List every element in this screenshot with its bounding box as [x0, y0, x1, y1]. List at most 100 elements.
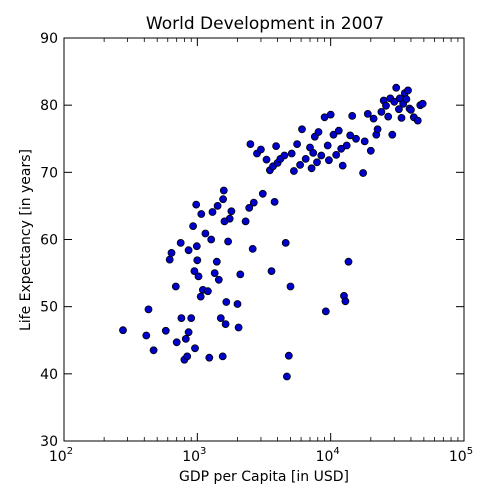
- x-tick-label: 104: [316, 446, 340, 465]
- data-point: [167, 248, 176, 257]
- data-point: [196, 292, 205, 301]
- data-point: [149, 346, 158, 355]
- data-point: [348, 112, 357, 120]
- y-tick-label: 80: [40, 98, 58, 114]
- data-point: [216, 314, 225, 323]
- data-point: [205, 353, 214, 362]
- data-point: [377, 108, 386, 116]
- data-point: [284, 351, 293, 360]
- data-point: [181, 334, 190, 343]
- data-point: [293, 140, 302, 149]
- data-point: [191, 344, 199, 353]
- x-tick-label: 103: [182, 446, 206, 465]
- data-point: [218, 352, 227, 361]
- data-point: [413, 116, 422, 125]
- data-point: [165, 255, 174, 264]
- data-point: [208, 208, 217, 216]
- data-point: [363, 110, 372, 118]
- data-point: [326, 110, 335, 119]
- data-point: [309, 148, 318, 157]
- x-tick-label: 105: [449, 446, 473, 465]
- data-point: [248, 244, 257, 253]
- y-tick-label: 90: [40, 31, 58, 47]
- data-point: [366, 146, 375, 155]
- y-tick-label: 40: [40, 367, 58, 383]
- data-point: [402, 95, 411, 103]
- data-point: [272, 142, 281, 151]
- data-point: [341, 297, 350, 306]
- data-point: [359, 169, 368, 177]
- data-point: [369, 114, 378, 123]
- data-point: [221, 320, 230, 329]
- data-point: [187, 314, 196, 323]
- data-point: [338, 161, 347, 170]
- data-point: [270, 197, 279, 206]
- data-point: [246, 140, 255, 149]
- data-point: [245, 203, 254, 212]
- data-point: [418, 99, 427, 108]
- data-point: [281, 238, 290, 247]
- axis-ticks: 102 103 104 105 30 40 50 60 70 80 90: [40, 31, 473, 465]
- data-point: [184, 328, 193, 337]
- data-point: [332, 150, 341, 159]
- data-point: [298, 125, 306, 134]
- data-point: [258, 189, 267, 198]
- data-point: [193, 256, 202, 265]
- y-tick-label: 50: [40, 300, 58, 316]
- data-point: [382, 101, 390, 110]
- data-point: [189, 222, 198, 231]
- data-point: [392, 83, 401, 92]
- data-point: [234, 323, 243, 332]
- data-point: [334, 126, 343, 135]
- data-point: [201, 229, 210, 238]
- data-point: [171, 282, 180, 291]
- data-point: [241, 217, 250, 226]
- y-axis-label: Life Expectancy [in years]: [18, 149, 34, 331]
- data-point: [183, 352, 192, 361]
- data-point: [119, 326, 127, 335]
- data-point: [222, 298, 231, 306]
- data-point: [352, 134, 360, 143]
- data-point: [219, 186, 228, 195]
- data-point: [190, 267, 199, 276]
- data-point: [289, 167, 298, 175]
- data-point: [324, 156, 333, 165]
- data-point: [373, 125, 382, 134]
- data-point: [404, 86, 412, 95]
- data-point: [256, 145, 265, 154]
- data-point: [197, 210, 206, 218]
- data-point: [329, 130, 338, 139]
- data-point: [307, 164, 316, 173]
- data-point: [346, 131, 355, 140]
- data-point: [390, 97, 399, 106]
- data-point: [142, 331, 151, 340]
- data-point: [227, 207, 236, 216]
- data-point: [219, 195, 228, 204]
- y-tick-label: 70: [40, 165, 58, 181]
- data-point: [388, 130, 397, 139]
- data-point: [233, 300, 242, 308]
- x-axis-label: GDP per Capita [in USD]: [179, 469, 349, 485]
- data-point: [397, 114, 406, 122]
- data-point: [262, 155, 271, 164]
- data-point: [212, 257, 221, 266]
- data-point: [323, 141, 332, 150]
- data-point: [192, 200, 201, 209]
- data-point: [176, 238, 185, 247]
- data-point: [172, 338, 181, 347]
- data-point: [280, 151, 289, 160]
- data-points: [119, 83, 427, 381]
- data-point: [194, 272, 203, 281]
- data-point: [210, 269, 219, 278]
- data-point: [214, 275, 223, 284]
- data-point: [184, 246, 193, 255]
- data-point: [213, 201, 222, 210]
- y-tick-label: 30: [40, 434, 58, 450]
- data-point: [360, 137, 369, 146]
- data-point: [225, 214, 234, 223]
- data-point: [224, 237, 233, 246]
- data-point: [249, 198, 258, 207]
- data-point: [192, 242, 201, 251]
- data-point: [161, 326, 170, 335]
